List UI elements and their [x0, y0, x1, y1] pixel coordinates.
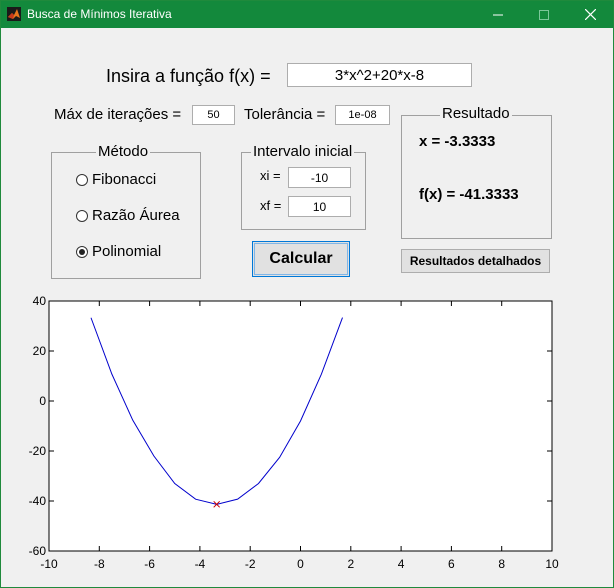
function-label: Insira a função f(x) =	[106, 66, 271, 86]
x-tick-label: 8	[498, 557, 505, 571]
x-tick-label: -10	[40, 557, 58, 571]
iterations-label: Máx de iterações =	[54, 106, 182, 123]
window-title: Busca de Mínimos Iterativa	[27, 7, 172, 21]
minimize-icon	[493, 14, 503, 15]
x-tick-label: -6	[144, 557, 155, 571]
radio-polynomial-label: Polinomial	[92, 243, 162, 260]
x-tick-label: -8	[94, 557, 105, 571]
method-panel-title: Método	[96, 143, 151, 160]
xf-label: xf =	[260, 198, 282, 213]
function-input[interactable]	[287, 63, 472, 87]
radio-polynomial[interactable]: Polinomial	[76, 243, 161, 260]
x-tick-label: 6	[448, 557, 455, 571]
x-tick-label: 0	[297, 557, 304, 571]
x-tick-label: 2	[347, 557, 354, 571]
radio-golden-ratio[interactable]: Razão Áurea	[76, 207, 180, 224]
radio-golden-ratio-circle[interactable]	[76, 209, 88, 222]
tolerance-label: Tolerância =	[244, 106, 326, 123]
radio-fibonacci-circle[interactable]	[76, 173, 88, 186]
result-fx-value: f(x) = -41.3333	[419, 186, 519, 203]
xf-input[interactable]	[288, 196, 351, 217]
radio-fibonacci[interactable]: Fibonacci	[76, 171, 156, 188]
minimum-marker	[213, 500, 221, 508]
minimize-button[interactable]	[475, 1, 521, 28]
y-tick-label: 20	[33, 344, 47, 358]
x-tick-label: -2	[245, 557, 256, 571]
plot-area	[48, 300, 553, 552]
maximize-icon	[539, 9, 549, 20]
title-bar[interactable]: Busca de Mínimos Iterativa	[1, 1, 613, 28]
result-x-value: x = -3.3333	[419, 133, 496, 150]
calculate-button[interactable]: Calcular	[252, 241, 350, 277]
result-panel-title: Resultado	[440, 105, 512, 122]
radio-fibonacci-label: Fibonacci	[92, 171, 157, 188]
y-tick-label: -20	[29, 444, 47, 458]
tolerance-input[interactable]	[335, 105, 390, 125]
y-tick-label: 0	[39, 394, 46, 408]
matlab-logo-icon	[7, 7, 21, 21]
y-tick-label: -60	[29, 544, 47, 558]
close-button[interactable]	[567, 1, 613, 28]
iterations-input[interactable]	[192, 105, 235, 125]
interval-panel	[241, 152, 366, 230]
y-tick-label: 40	[33, 294, 47, 308]
close-icon	[584, 9, 596, 20]
radio-polynomial-circle[interactable]	[76, 245, 88, 258]
minimum-marker-stroke	[213, 500, 221, 508]
xi-label: xi =	[260, 168, 281, 183]
x-tick-label: -4	[195, 557, 206, 571]
interval-panel-title: Intervalo inicial	[251, 143, 355, 160]
radio-golden-ratio-label: Razão Áurea	[92, 207, 180, 224]
detailed-results-button[interactable]: Resultados detalhados	[401, 249, 550, 273]
x-tick-label: 4	[398, 557, 405, 571]
x-tick-label: 10	[545, 557, 559, 571]
y-tick-label: -40	[29, 494, 47, 508]
maximize-button[interactable]	[521, 1, 567, 28]
xi-input[interactable]	[288, 167, 351, 188]
